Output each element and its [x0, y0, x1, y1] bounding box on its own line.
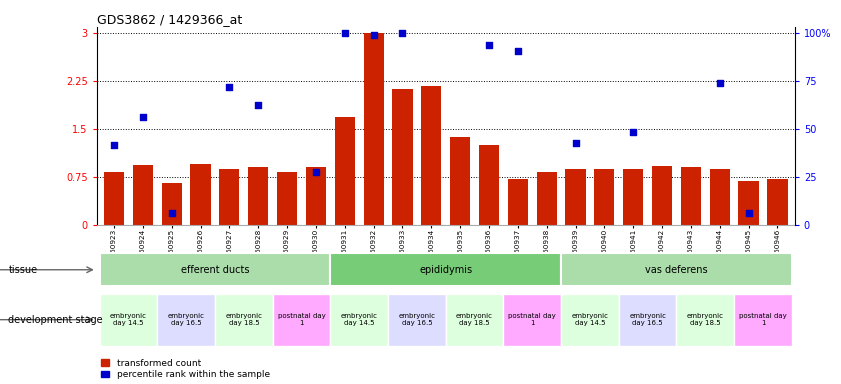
Bar [306, 167, 326, 225]
Point [482, 42, 495, 48]
Bar [388, 294, 446, 346]
Point [251, 102, 265, 108]
Bar [220, 169, 240, 225]
Bar [681, 167, 701, 225]
Text: embryonic
day 18.5: embryonic day 18.5 [456, 313, 493, 326]
Text: embryonic
day 14.5: embryonic day 14.5 [571, 313, 608, 326]
Bar [450, 137, 470, 225]
Bar [190, 164, 210, 225]
Text: GDS3862 / 1429366_at: GDS3862 / 1429366_at [97, 13, 242, 26]
Bar [710, 169, 730, 225]
Text: vas deferens: vas deferens [645, 265, 708, 275]
Bar [99, 294, 157, 346]
Text: epididymis: epididymis [419, 265, 473, 275]
Bar [623, 169, 643, 225]
Bar [479, 145, 499, 225]
Text: embryonic
day 18.5: embryonic day 18.5 [687, 313, 724, 326]
Text: postnatal day
1: postnatal day 1 [509, 313, 556, 326]
Point [713, 80, 727, 86]
Bar [537, 172, 557, 225]
Text: embryonic
day 14.5: embryonic day 14.5 [341, 313, 378, 326]
Bar [561, 253, 792, 286]
Point [223, 84, 236, 91]
Text: postnatal day
1: postnatal day 1 [739, 313, 787, 326]
Text: postnatal day
1: postnatal day 1 [278, 313, 325, 326]
Bar [157, 294, 215, 346]
Text: tissue: tissue [8, 265, 38, 275]
Bar [277, 172, 297, 225]
Point [338, 30, 352, 36]
Point [569, 140, 582, 146]
Point [511, 48, 525, 54]
Bar [248, 167, 268, 225]
Text: efferent ducts: efferent ducts [181, 265, 249, 275]
Point [136, 114, 150, 121]
Text: embryonic
day 16.5: embryonic day 16.5 [167, 313, 204, 326]
Point [309, 169, 323, 175]
Bar [421, 86, 442, 225]
Bar [676, 294, 734, 346]
Legend: transformed count, percentile rank within the sample: transformed count, percentile rank withi… [101, 359, 270, 379]
Text: embryonic
day 14.5: embryonic day 14.5 [110, 313, 147, 326]
Bar [738, 181, 759, 225]
Bar [508, 179, 528, 225]
Point [108, 142, 121, 148]
Text: embryonic
day 18.5: embryonic day 18.5 [225, 313, 262, 326]
Point [396, 30, 410, 36]
Text: development stage: development stage [8, 314, 103, 325]
Point [627, 129, 640, 135]
Text: embryonic
day 16.5: embryonic day 16.5 [629, 313, 666, 326]
Bar [504, 294, 561, 346]
Bar [652, 166, 672, 225]
Bar [446, 294, 504, 346]
Bar [215, 294, 272, 346]
Bar [272, 294, 331, 346]
Bar [565, 169, 585, 225]
Bar [335, 118, 355, 225]
Bar [619, 294, 676, 346]
Bar [393, 89, 413, 225]
Bar [561, 294, 619, 346]
Bar [331, 294, 388, 346]
Text: embryonic
day 16.5: embryonic day 16.5 [399, 313, 436, 326]
Point [165, 210, 178, 216]
Bar [104, 172, 124, 225]
Bar [161, 183, 182, 225]
Bar [99, 253, 331, 286]
Bar [595, 169, 615, 225]
Bar [363, 33, 383, 225]
Point [742, 210, 755, 216]
Bar [734, 294, 792, 346]
Point [367, 31, 380, 38]
Bar [331, 253, 561, 286]
Bar [767, 179, 787, 225]
Bar [133, 166, 153, 225]
